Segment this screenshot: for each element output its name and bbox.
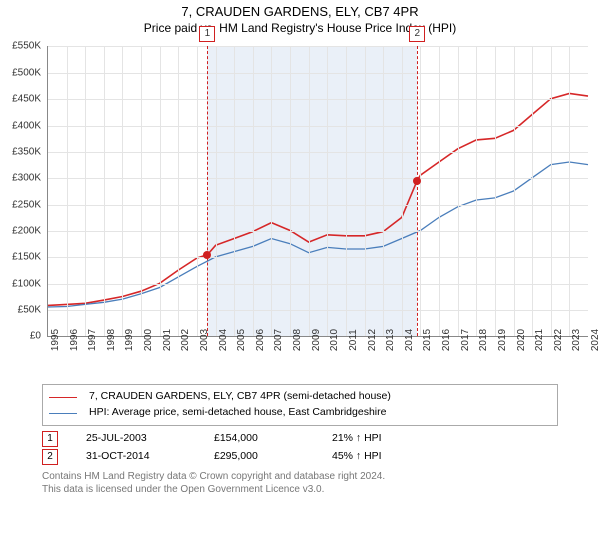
- gridline-v: [141, 46, 142, 336]
- marker-box: 1: [199, 26, 215, 42]
- gridline-h: [48, 46, 588, 47]
- legend-swatch: [49, 397, 77, 398]
- plot-region: 12: [47, 46, 588, 337]
- gridline-v: [569, 46, 570, 336]
- gridline-v: [160, 46, 161, 336]
- gridline-v: [439, 46, 440, 336]
- sale-pct: 21% ↑ HPI: [332, 430, 382, 448]
- chart-title: 7, CRAUDEN GARDENS, ELY, CB7 4PR: [0, 0, 600, 21]
- marker-box: 2: [409, 26, 425, 42]
- y-axis-label: £400K: [5, 120, 41, 131]
- series-line: [48, 162, 588, 307]
- legend: 7, CRAUDEN GARDENS, ELY, CB7 4PR (semi-d…: [42, 384, 558, 426]
- y-axis-label: £300K: [5, 173, 41, 184]
- x-axis-label: 2024: [590, 329, 600, 351]
- gridline-v: [532, 46, 533, 336]
- sale-date: 25-JUL-2003: [86, 430, 186, 448]
- legend-swatch: [49, 413, 77, 414]
- gridline-h: [48, 284, 588, 285]
- legend-label: HPI: Average price, semi-detached house,…: [89, 405, 386, 421]
- gridline-v: [458, 46, 459, 336]
- gridline-v: [383, 46, 384, 336]
- sale-price: £295,000: [214, 448, 304, 466]
- gridline-h: [48, 310, 588, 311]
- y-axis-label: £350K: [5, 146, 41, 157]
- y-axis-label: £50K: [5, 305, 41, 316]
- sales-table: 1 25-JUL-2003 £154,000 21% ↑ HPI 2 31-OCT-201…: [42, 430, 558, 466]
- gridline-v: [420, 46, 421, 336]
- y-axis-label: £0: [5, 331, 41, 342]
- footer-line-1: Contains HM Land Registry data © Crown c…: [42, 470, 558, 484]
- gridline-v: [551, 46, 552, 336]
- gridline-v: [178, 46, 179, 336]
- gridline-v: [253, 46, 254, 336]
- sale-row: 2 31-OCT-2014 £295,000 45% ↑ HPI: [42, 448, 558, 466]
- gridline-v: [290, 46, 291, 336]
- y-axis-label: £550K: [5, 41, 41, 52]
- gridline-h: [48, 257, 588, 258]
- chart-area: 12 £0 £50K £100K £150K £200K £250K £300K £350K £…: [5, 38, 595, 378]
- sale-marker-box: 2: [42, 449, 58, 465]
- legend-row: 7, CRAUDEN GARDENS, ELY, CB7 4PR (semi-d…: [49, 389, 551, 405]
- gridline-v: [346, 46, 347, 336]
- gridline-v: [402, 46, 403, 336]
- legend-row: HPI: Average price, semi-detached house,…: [49, 405, 551, 421]
- gridline-v: [104, 46, 105, 336]
- gridline-h: [48, 73, 588, 74]
- legend-label: 7, CRAUDEN GARDENS, ELY, CB7 4PR (semi-d…: [89, 389, 391, 405]
- chart-subtitle: Price paid vs. HM Land Registry's House …: [0, 21, 600, 39]
- gridline-v: [234, 46, 235, 336]
- gridline-v: [476, 46, 477, 336]
- marker-dot: [413, 177, 421, 185]
- marker-line: [417, 46, 418, 336]
- sale-pct: 45% ↑ HPI: [332, 448, 382, 466]
- gridline-v: [514, 46, 515, 336]
- sale-marker-box: 1: [42, 431, 58, 447]
- gridline-v: [495, 46, 496, 336]
- y-axis-label: £250K: [5, 199, 41, 210]
- sale-row: 1 25-JUL-2003 £154,000 21% ↑ HPI: [42, 430, 558, 448]
- gridline-h: [48, 178, 588, 179]
- gridline-v: [67, 46, 68, 336]
- marker-line: [207, 46, 208, 336]
- gridline-v: [197, 46, 198, 336]
- gridline-h: [48, 205, 588, 206]
- line-layer: [48, 46, 588, 336]
- y-axis-label: £150K: [5, 252, 41, 263]
- marker-dot: [203, 251, 211, 259]
- gridline-v: [309, 46, 310, 336]
- gridline-h: [48, 99, 588, 100]
- gridline-v: [365, 46, 366, 336]
- gridline-v: [216, 46, 217, 336]
- gridline-v: [85, 46, 86, 336]
- gridline-v: [122, 46, 123, 336]
- sale-price: £154,000: [214, 430, 304, 448]
- footer-attribution: Contains HM Land Registry data © Crown c…: [42, 470, 558, 497]
- gridline-h: [48, 152, 588, 153]
- sale-date: 31-OCT-2014: [86, 448, 186, 466]
- gridline-v: [327, 46, 328, 336]
- gridline-h: [48, 231, 588, 232]
- y-axis-label: £100K: [5, 278, 41, 289]
- y-axis-label: £450K: [5, 94, 41, 105]
- gridline-h: [48, 126, 588, 127]
- y-axis-label: £500K: [5, 67, 41, 78]
- gridline-v: [271, 46, 272, 336]
- y-axis-label: £200K: [5, 226, 41, 237]
- footer-line-2: This data is licensed under the Open Gov…: [42, 483, 558, 497]
